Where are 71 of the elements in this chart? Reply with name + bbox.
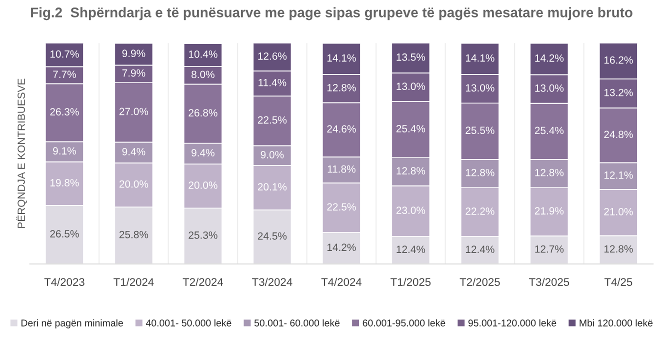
data-label: 9.4% [122,148,146,156]
y-axis-title: PËRQNDJA E KONTRIBUESVE [16,78,27,228]
data-label: 14.1% [327,54,356,62]
data-label: 9.1% [53,147,76,155]
data-label: 16.2% [604,56,633,64]
legend-label: Mbi 120.000 lekë [580,319,653,326]
data-label: 26.5% [50,230,79,238]
data-label: 12.8% [327,84,356,92]
legend-label: 50.001- 60.000 lekë [254,319,340,326]
x-tick-label: T4/2024 [321,278,362,286]
legend-label: 60.001-95.000 lekë [362,319,446,326]
data-label: 11.4% [258,78,286,86]
data-label: 12.8% [466,168,494,176]
legend-label: Deri në pagën minimale [22,319,123,328]
data-label: 12.4% [396,246,426,254]
data-label: 21.0% [604,208,633,216]
data-label: 24.8% [604,130,633,138]
data-label: 12.6% [258,52,287,60]
data-label: 12.4% [466,246,494,254]
data-label: 20.0% [188,181,218,189]
data-label: 20.1% [258,183,287,191]
data-label: 14.1% [466,54,494,62]
data-label: 11.8% [328,165,356,173]
x-tick-label: T2/2025 [460,278,500,286]
data-label: 26.8% [188,109,218,117]
data-label: 9.0% [260,151,284,158]
data-label: 14.2% [327,244,356,252]
x-tick-label: T3/2024 [252,278,292,286]
data-label: 9.4% [192,149,214,156]
data-label: 10.7% [50,50,79,58]
data-label: 22.5% [327,203,356,211]
data-label: 27.0% [119,108,148,116]
data-label: 21.9% [534,207,564,215]
x-tick-label: T1/2025 [390,278,431,286]
data-label: 12.8% [535,168,564,176]
data-label: 13.0% [466,84,494,92]
data-label: 13.0% [396,82,426,90]
x-tick-label: T4/25 [604,278,632,286]
data-label: 12.8% [604,245,633,253]
data-label: 25.4% [396,125,426,132]
x-tick-label: T2/2024 [182,278,224,286]
data-label: 12.8% [396,167,426,175]
data-label: 9.9% [122,50,146,58]
data-label: 7.9% [122,69,146,77]
x-tick-label: T1/2024 [114,278,154,286]
legend-label: 95.001-120.000 lekë [468,319,556,326]
data-label: 26.3% [50,108,79,116]
chart-title: Fig.2 Shpërndarja e të punësuarve me page sipas grupeve të pagës mesatare mujore bruto [31,7,632,20]
x-tick-label: T3/2025 [529,278,570,286]
legend-label: 40.001- 50.000 lekë [146,319,232,326]
data-label: 12.7% [535,245,564,253]
data-label: 23.0% [396,206,426,214]
data-label: 25.3% [188,231,218,239]
data-label: 22.5% [258,116,287,124]
data-label: 13.5% [396,53,426,61]
data-label: 19.8% [50,179,79,186]
data-label: 25.5% [466,126,494,134]
data-label: 24.5% [258,232,287,240]
data-label: 13.0% [535,84,564,92]
data-label: 25.8% [119,230,148,238]
data-label: 12.1% [604,171,633,179]
data-label: 10.4% [188,50,218,58]
data-label: 7.7% [53,70,76,78]
data-label: 22.2% [466,208,494,215]
data-label: 25.4% [534,126,564,134]
data-label: 24.6% [327,125,356,133]
x-tick-label: T4/2023 [44,278,84,286]
data-label: 8.0% [192,70,214,78]
data-label: 20.0% [119,180,148,188]
data-label: 14.2% [535,54,564,62]
data-label: 13.2% [604,88,633,96]
